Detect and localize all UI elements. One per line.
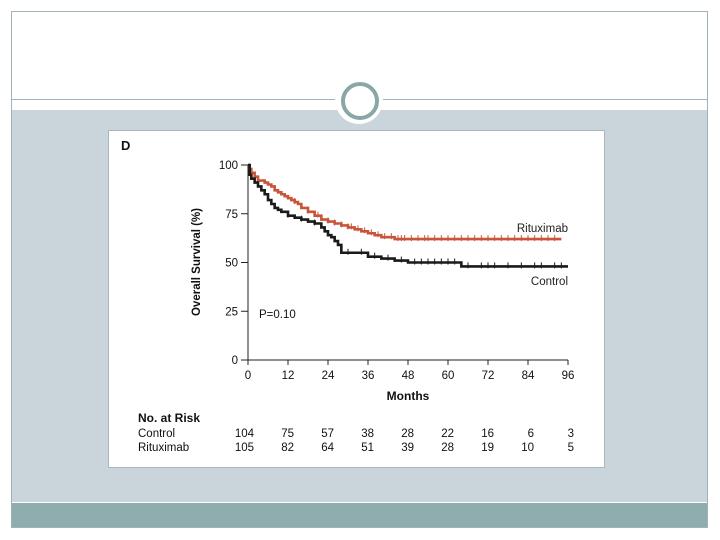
x-tick-label: 84 xyxy=(522,370,535,382)
risk-value: 6 xyxy=(528,428,534,440)
y-tick-label: 50 xyxy=(225,258,238,270)
x-tick-label: 36 xyxy=(362,370,375,382)
risk-value: 28 xyxy=(401,428,414,440)
risk-row-label-rituximab: Rituximab xyxy=(138,442,189,454)
series-label-control: Control xyxy=(531,276,568,288)
risk-value: 16 xyxy=(481,428,494,440)
risk-table-title: No. at Risk xyxy=(138,411,200,425)
risk-value: 105 xyxy=(235,442,254,454)
y-tick-label: 75 xyxy=(225,209,238,221)
risk-value: 51 xyxy=(361,442,374,454)
x-tick-label: 12 xyxy=(282,370,295,382)
y-tick-label: 0 xyxy=(232,355,238,367)
x-tick-label: 72 xyxy=(482,370,495,382)
risk-value: 57 xyxy=(321,428,334,440)
x-axis-label: Months xyxy=(387,389,430,403)
risk-value: 75 xyxy=(281,428,294,440)
survival-curve-rituximab xyxy=(248,163,562,241)
survival-curve-control xyxy=(248,163,568,268)
risk-value: 3 xyxy=(568,428,574,440)
x-tick-label: 96 xyxy=(562,370,575,382)
circle-ring-icon xyxy=(341,82,379,120)
risk-value: 5 xyxy=(568,442,574,454)
slide-frame xyxy=(11,11,708,528)
risk-value: 19 xyxy=(481,442,494,454)
p-value-annotation: P=0.10 xyxy=(259,309,296,321)
risk-row-label-control: Control xyxy=(138,428,175,440)
panel-label: D xyxy=(121,138,130,153)
risk-value: 22 xyxy=(441,428,454,440)
y-tick-label: 25 xyxy=(225,306,238,318)
series-label-rituximab: Rituximab xyxy=(517,223,568,235)
risk-value: 104 xyxy=(235,428,255,440)
x-tick-label: 24 xyxy=(322,370,335,382)
risk-value: 38 xyxy=(361,428,374,440)
x-tick-label: 60 xyxy=(442,370,455,382)
risk-value: 10 xyxy=(521,442,534,454)
risk-value: 82 xyxy=(281,442,294,454)
x-tick-label: 0 xyxy=(245,370,251,382)
figure-panel xyxy=(108,130,605,468)
risk-value: 28 xyxy=(441,442,454,454)
y-tick-label: 100 xyxy=(219,160,238,172)
slide-bottom-bar xyxy=(12,503,707,527)
y-axis-label: Overall Survival (%) xyxy=(191,208,203,316)
risk-value: 39 xyxy=(401,442,414,454)
risk-value: 64 xyxy=(321,442,334,454)
x-tick-label: 48 xyxy=(402,370,415,382)
